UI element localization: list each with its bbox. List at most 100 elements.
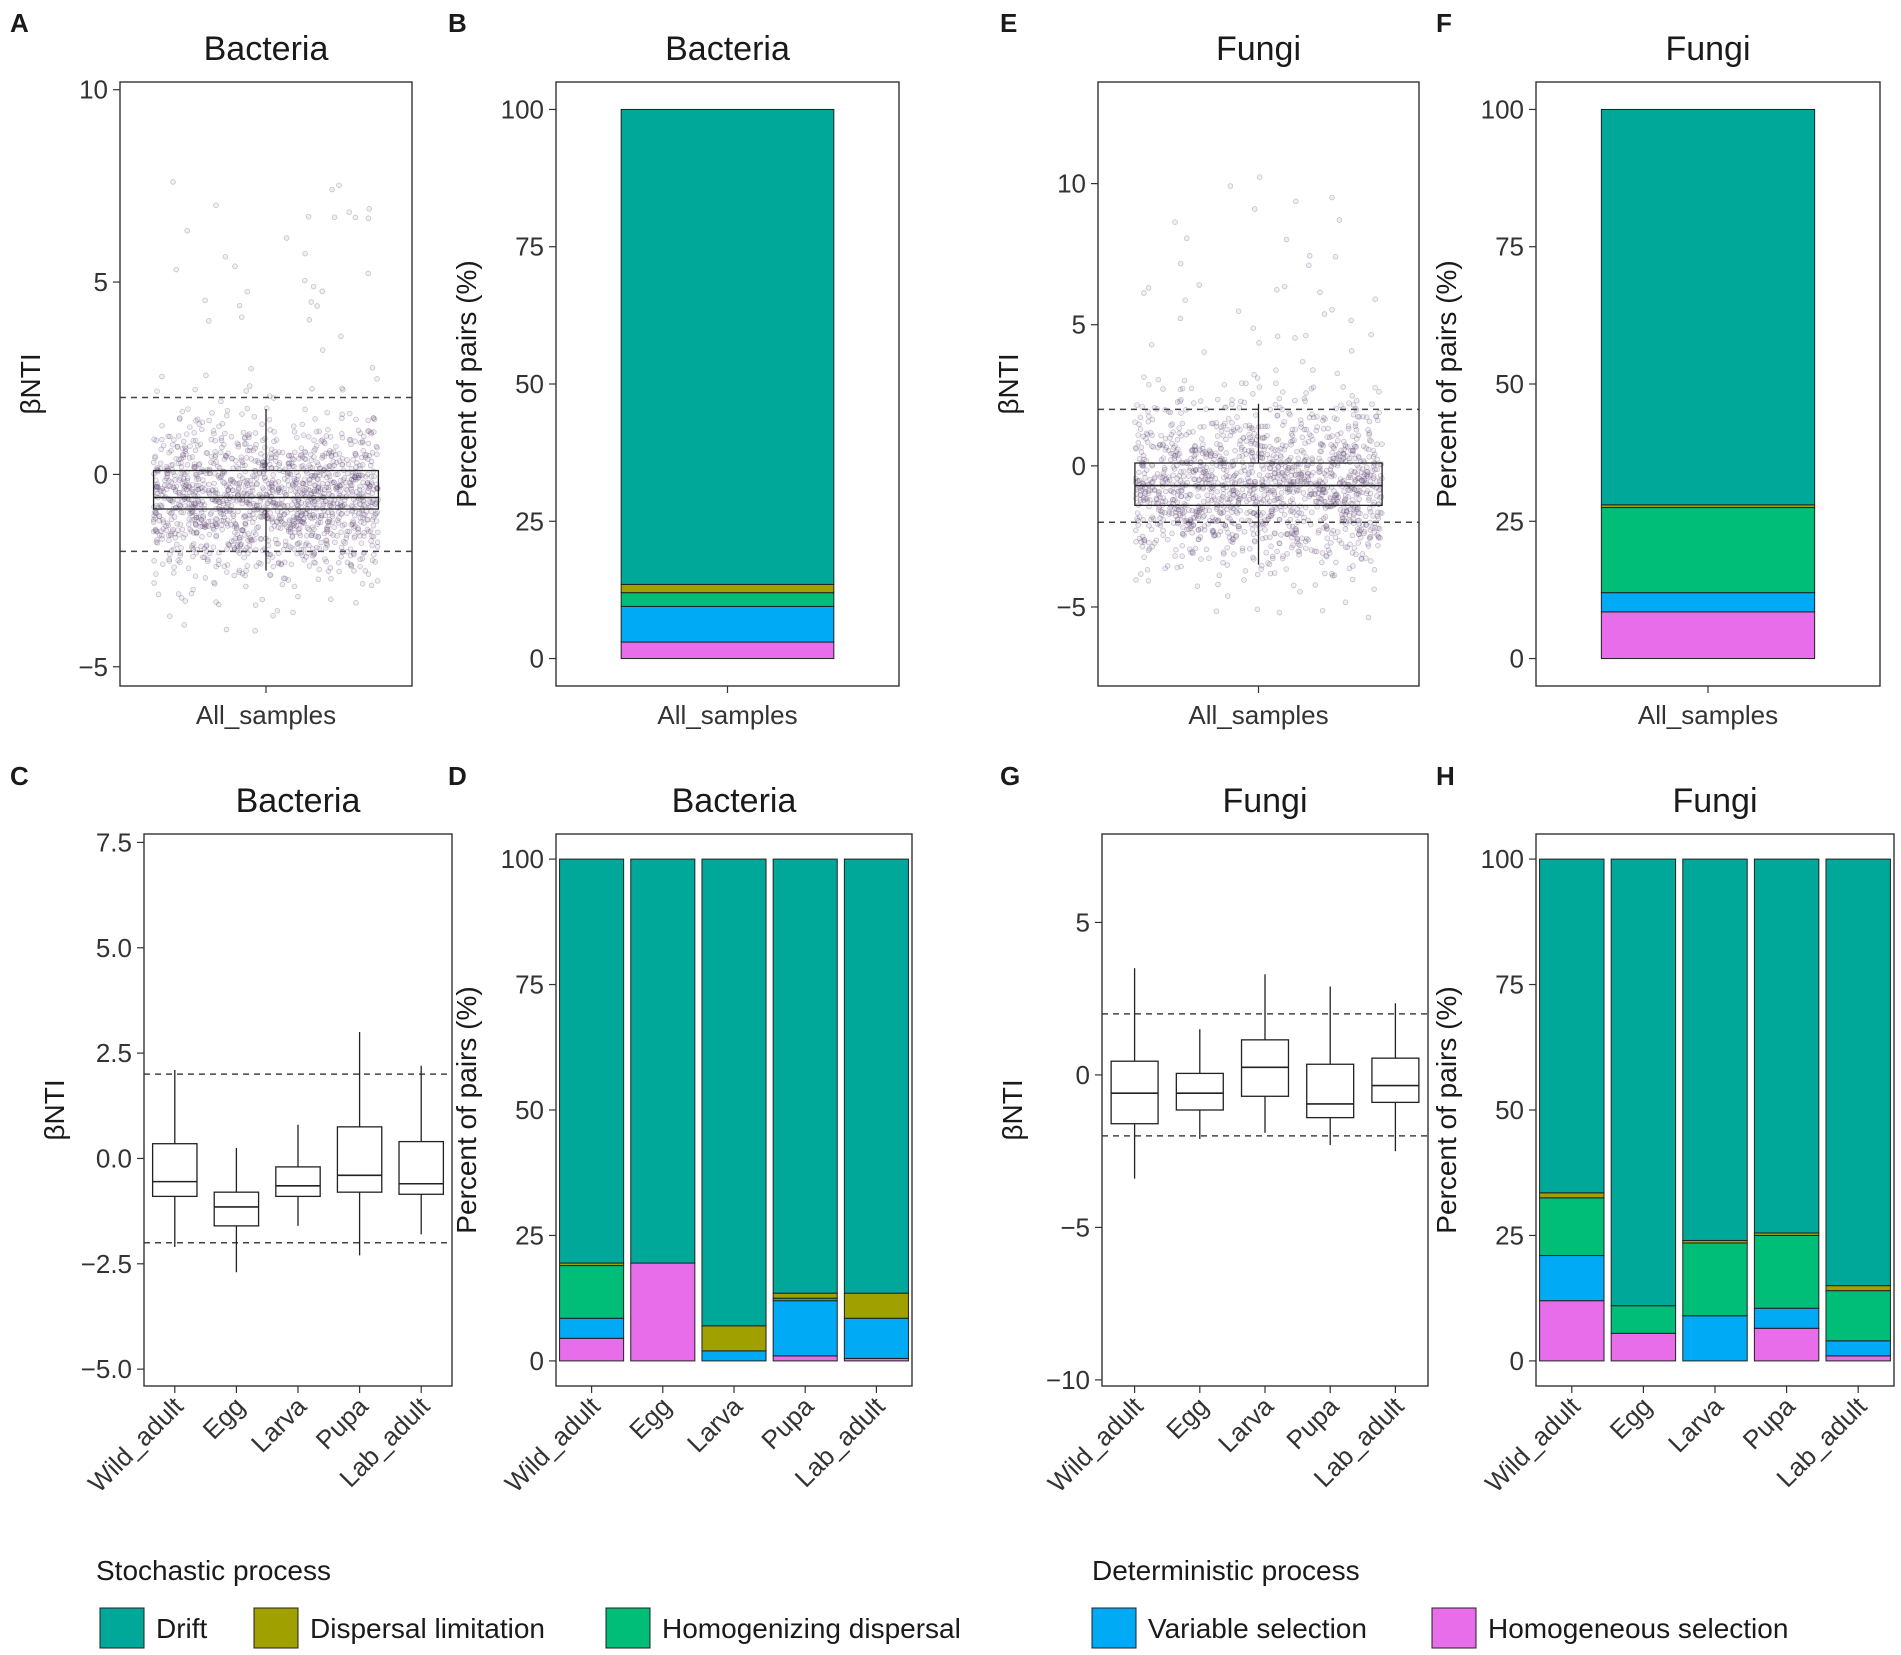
panel-h-y-tick-label: 0 [1510,1346,1524,1376]
panel-b-y-tick-label: 25 [515,506,544,536]
panel-g-box-pupa [1306,1063,1355,1119]
panel-g-x-tick-label-larva: Larva [1212,1391,1280,1459]
panel-f-y-tick-label: 100 [1481,94,1524,124]
panel-h-title: Fungi [1672,782,1757,820]
panel-d-y-axis-label: Percent of pairs (%) [451,986,482,1233]
panel-e-title: Fungi [1216,30,1301,68]
panel-f-bar-all-samples-homogeneous-selection [1600,611,1816,660]
panel-c-plot-frame [143,833,453,1387]
legend-label-drift: Drift [156,1613,208,1644]
panel-d-x-tick-label-pupa: Pupa [755,1391,820,1456]
panel-f-fungi-percent: Fungi Percent of pairs (%) 0 25 50 75 100 All_s… [1431,30,1881,730]
panel-label-d: D [448,761,467,791]
panel-b-y-tick-label: 50 [515,369,544,399]
panel-b-bacteria-percent: Bacteria Percent of pairs (%) 0 25 50 75 100 Al… [451,30,900,730]
panel-a-plot-frame [119,81,413,687]
panel-h-plot-frame [1535,833,1895,1387]
panel-g-y-tick-label: −5 [1060,1212,1090,1242]
panel-h-bar-wild-adult-variable-selection [1539,1255,1605,1302]
panel-h-x-tick-label-egg: Egg [1604,1391,1658,1445]
panel-h-bar-wild-adult-drift [1539,858,1605,1194]
panel-c-x-tick-label-egg: Egg [197,1391,251,1445]
panel-d-bar-wild-adult-homogenizing-dispersal [559,1265,625,1319]
legend-swatch-dispersal-limitation [253,1607,299,1649]
panel-h-fungi-percent-stages: Fungi Percent of pairs (%) 0 25 50 75 100 Wild_… [1431,782,1895,1498]
panel-d-x-tick-label-egg: Egg [623,1391,677,1445]
panel-c-y-tick-label: 2.5 [96,1038,132,1068]
panel-h-bar-lab-adult-dispersal-limitation [1825,1285,1891,1292]
panel-e-y-tick-label: 0 [1072,451,1086,481]
panel-c-y-tick-label: 5.0 [96,933,132,963]
panel-h-y-tick-label: 100 [1481,844,1524,874]
panel-h-bar-larva-variable-selection [1682,1315,1748,1362]
panel-h-x-tick-label-pupa: Pupa [1737,1391,1802,1456]
panel-g-title: Fungi [1222,782,1307,820]
panel-d-x-tick-label-wild-adult: Wild_adult [499,1390,607,1498]
panel-h-bar-egg-homogeneous-selection [1610,1332,1677,1362]
panel-e-y-tick-label: 10 [1057,169,1086,199]
panel-f-y-tick-label: 75 [1495,232,1524,262]
panel-label-g: G [1000,761,1020,791]
panel-a-y-tick-label: 10 [79,75,108,105]
legend: Stochastic process Deterministic process… [96,1555,1788,1649]
panel-h-y-tick-label: 25 [1495,1220,1524,1250]
panel-d-bar-lab-adult-drift [843,858,909,1294]
panel-e-y-tick-label: 5 [1072,310,1086,340]
panel-c-box-wild-adult [151,1143,198,1198]
panel-b-title: Bacteria [665,30,790,68]
panel-d-bar-pupa-dispersal-limitation [772,1292,838,1299]
panel-c-box-lab-adult [398,1140,445,1195]
panel-h-bar-lab-adult-variable-selection [1825,1340,1891,1357]
panel-b-bar-all-samples-homogeneous-selection [620,641,835,660]
panel-f-y-tick-label: 50 [1495,369,1524,399]
panel-g-box-egg [1175,1072,1224,1111]
panel-c-x-tick-label-larva: Larva [245,1391,313,1459]
panel-d-bar-egg-homogeneous-selection [630,1262,696,1362]
panel-c-title: Bacteria [236,782,361,820]
panel-d-y-tick-label: 25 [515,1220,544,1250]
legend-swatch-homogeneous-selection [1431,1607,1477,1649]
panel-e-x-tick-label-all-samples: All_samples [1188,700,1328,730]
panel-d-bar-pupa-homogeneous-selection [772,1355,838,1362]
panel-c-y-tick-label: 7.5 [96,827,132,857]
panel-h-bar-pupa-homogeneous-selection [1753,1327,1820,1362]
panel-d-bar-wild-adult-variable-selection [559,1317,625,1339]
panel-f-bar-all-samples-drift [1600,108,1816,506]
panel-a-y-tick-label: 0 [94,459,108,489]
panel-h-bar-pupa-homogenizing-dispersal [1753,1234,1820,1309]
legend-swatch-variable-selection [1091,1607,1137,1649]
panel-h-bar-wild-adult-homogeneous-selection [1539,1300,1605,1362]
panel-g-y-tick-label: −10 [1046,1365,1090,1395]
legend-swatch-drift [99,1607,145,1649]
panel-c-y-tick-label: 0.0 [96,1143,132,1173]
panel-label-a: A [10,8,29,38]
panel-g-y-tick-label: 5 [1076,907,1090,937]
panel-g-x-tick-label-egg: Egg [1160,1391,1214,1445]
panel-e-jitter-points [1132,174,1385,621]
panel-c-y-axis-label: βNTI [39,1079,70,1140]
panel-c-bacteria-bnti-stages: Bacteria βNTI 7.5 5.0 2.5 0.0 −2.5 −5.0 Wild_adu… [39,782,453,1498]
panel-b-x-tick-label-all-samples: All_samples [657,700,797,730]
panel-d-bar-larva-drift [701,858,767,1327]
legend-swatch-homogenizing-dispersal [605,1607,651,1649]
panel-b-bar-all-samples-variable-selection [620,605,835,643]
panel-h-y-axis-label: Percent of pairs (%) [1431,986,1462,1233]
panel-a-bacteria-bnti: Bacteria βNTI 10 5 0 −5 All_samples [15,30,413,730]
panel-b-y-tick-label: 0 [530,644,544,674]
panel-e-box-all-samples [1134,462,1383,507]
panel-f-x-tick-label-all-samples: All_samples [1638,700,1778,730]
panel-g-y-axis-label: βNTI [997,1079,1028,1140]
panel-d-title: Bacteria [672,782,797,820]
panel-f-plot-frame [1535,81,1881,687]
panel-d-bar-larva-dispersal-limitation [701,1325,767,1352]
panel-d-bar-wild-adult-homogeneous-selection [559,1337,625,1362]
panel-h-bar-lab-adult-homogenizing-dispersal [1825,1290,1891,1342]
panel-e-y-axis-label: βNTI [993,353,1024,414]
panel-d-bacteria-percent-stages: Bacteria Percent of pairs (%) 0 25 50 75 100 Wi… [451,782,913,1498]
panel-d-bar-pupa-drift [772,858,838,1294]
legend-label-homogenizing-dispersal: Homogenizing dispersal [662,1613,961,1644]
panel-h-bar-wild-adult-dispersal-limitation [1539,1192,1605,1199]
panel-g-x-tick-label-wild-adult: Wild_adult [1042,1390,1150,1498]
